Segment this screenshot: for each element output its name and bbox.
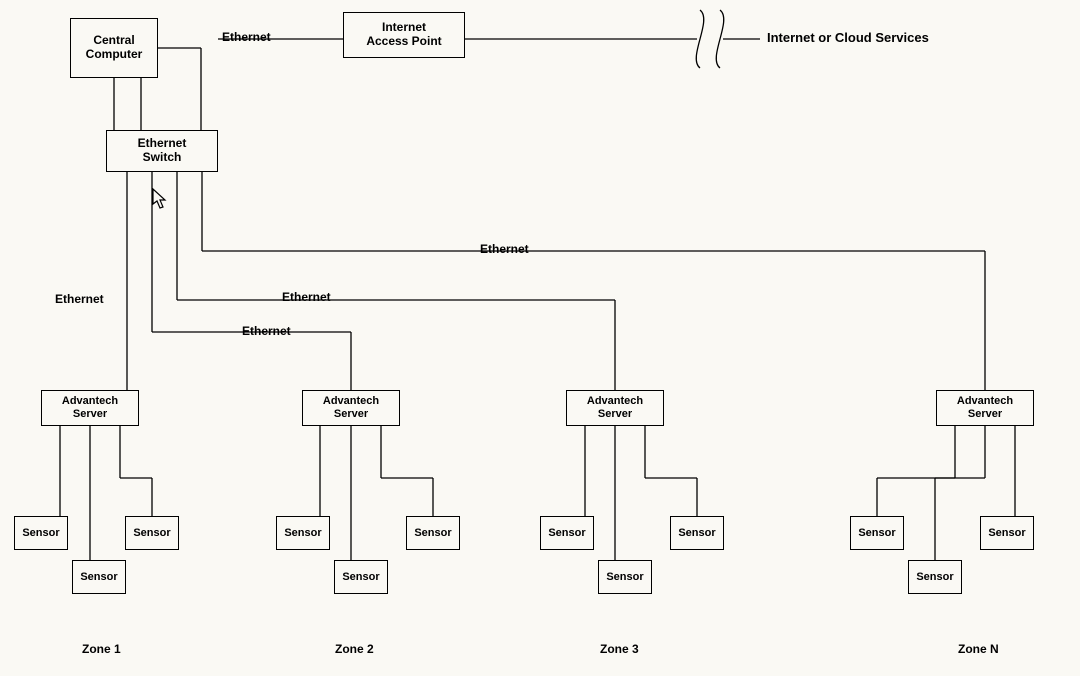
node-sensor_1a: Sensor [14, 516, 68, 550]
node-adv_server_n: Advantech Server [936, 390, 1034, 426]
node-sensor_nc: Sensor [980, 516, 1034, 550]
node-label: Sensor [414, 527, 451, 540]
label-eth_mid2: Ethernet [282, 290, 331, 304]
label-eth_top: Ethernet [222, 30, 271, 44]
node-ethernet_switch: Ethernet Switch [106, 130, 218, 172]
label-cloud: Internet or Cloud Services [767, 30, 929, 45]
label-zone3: Zone 3 [600, 642, 639, 656]
node-sensor_1b: Sensor [72, 560, 126, 594]
node-sensor_na: Sensor [850, 516, 904, 550]
label-eth_left: Ethernet [55, 292, 104, 306]
node-label: Sensor [858, 527, 895, 540]
node-sensor_3b: Sensor [598, 560, 652, 594]
node-label: Sensor [133, 527, 170, 540]
node-label: Sensor [284, 527, 321, 540]
node-label: Sensor [916, 571, 953, 584]
label-zonen: Zone N [958, 642, 999, 656]
node-sensor_3a: Sensor [540, 516, 594, 550]
node-label: Central Computer [86, 34, 143, 62]
node-sensor_2c: Sensor [406, 516, 460, 550]
node-adv_server_1: Advantech Server [41, 390, 139, 426]
node-sensor_nb: Sensor [908, 560, 962, 594]
node-adv_server_3: Advantech Server [566, 390, 664, 426]
label-zone2: Zone 2 [335, 642, 374, 656]
node-label: Sensor [606, 571, 643, 584]
node-central_computer: Central Computer [70, 18, 158, 78]
node-label: Advantech Server [62, 395, 118, 420]
node-label: Sensor [988, 527, 1025, 540]
node-label: Internet Access Point [366, 21, 441, 49]
node-internet_ap: Internet Access Point [343, 12, 465, 58]
node-sensor_1c: Sensor [125, 516, 179, 550]
node-label: Ethernet Switch [138, 137, 187, 165]
node-sensor_3c: Sensor [670, 516, 724, 550]
cursor-icon [152, 188, 168, 210]
node-label: Sensor [678, 527, 715, 540]
node-label: Sensor [80, 571, 117, 584]
node-label: Sensor [342, 571, 379, 584]
node-label: Advantech Server [957, 395, 1013, 420]
node-adv_server_2: Advantech Server [302, 390, 400, 426]
node-label: Advantech Server [323, 395, 379, 420]
label-zone1: Zone 1 [82, 642, 121, 656]
node-sensor_2b: Sensor [334, 560, 388, 594]
node-label: Sensor [548, 527, 585, 540]
node-label: Sensor [22, 527, 59, 540]
label-eth_mid1: Ethernet [480, 242, 529, 256]
node-sensor_2a: Sensor [276, 516, 330, 550]
label-eth_mid3: Ethernet [242, 324, 291, 338]
node-label: Advantech Server [587, 395, 643, 420]
